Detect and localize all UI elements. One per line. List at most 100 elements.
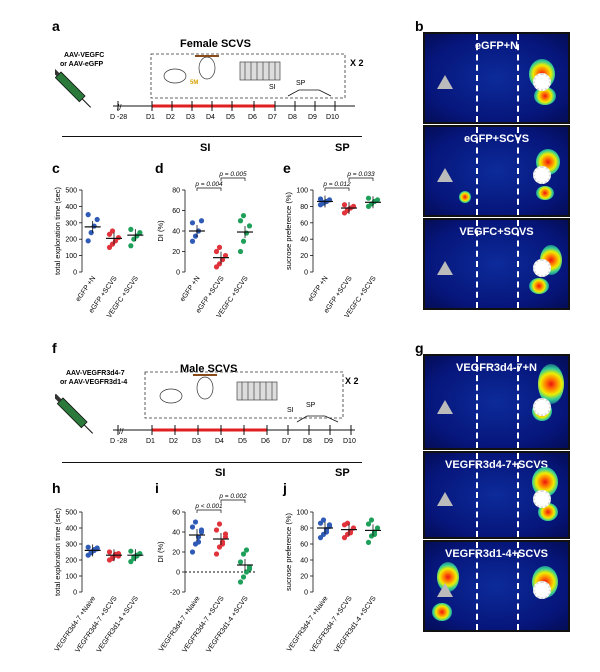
timeline-label-top-9: D9: [308, 114, 317, 121]
data-point: [109, 228, 116, 234]
si-section-top: SI: [200, 142, 211, 154]
y-tick-label: -20: [170, 590, 180, 597]
heat-spot: [529, 278, 550, 294]
sp-section-bottom: SP: [335, 467, 350, 479]
syringe-icon: [55, 67, 92, 108]
y-axis-label: total exploration time (sec): [53, 508, 62, 596]
p-value-label: p < 0.001: [194, 503, 223, 510]
data-point: [237, 218, 244, 224]
sp-label-top: SP: [296, 80, 306, 87]
category-label: VEGFR3d4-7 +Naive: [158, 595, 202, 653]
heat-divider: [476, 356, 479, 448]
heat-divider: [476, 127, 479, 215]
flower-object-icon: [533, 73, 552, 92]
panel-label-d: d: [155, 160, 164, 176]
timeline-label-bottom-10: D10: [343, 438, 356, 445]
panel-label-e: e: [283, 160, 291, 176]
schematic-graphic-bottom: //: [55, 371, 355, 436]
panel-label-i: i: [155, 480, 159, 496]
data-point: [240, 551, 247, 557]
svg-text://: //: [117, 103, 122, 112]
category-label: VEGFR3d1-4 +SCVS: [333, 595, 377, 654]
data-point: [240, 238, 247, 244]
data-point: [213, 527, 220, 533]
timeline-label-top-7: D7: [268, 114, 277, 121]
data-point: [189, 524, 196, 530]
y-tick-label: 80: [172, 188, 180, 195]
data-point: [320, 517, 327, 523]
p-value-label: p = 0.005: [218, 171, 247, 178]
timeline-label-bottom-3: D3: [192, 438, 201, 445]
timeline-label-bottom-1: D1: [146, 438, 155, 445]
heat-spot: [536, 186, 555, 200]
y-tick-label: 80: [300, 204, 308, 211]
timeline-label-top-2: D2: [166, 114, 175, 121]
y-tick-label: 0: [176, 270, 180, 277]
timeline-label-top-6: D6: [248, 114, 257, 121]
heatmap-label: VEGFR3d4-7+SCVS: [444, 459, 548, 471]
si-label-top: SI: [269, 84, 276, 91]
schematic-title-top: Female SCVS: [180, 38, 251, 50]
data-point: [374, 525, 381, 531]
flower-object-icon: [533, 166, 552, 185]
y-tick-label: 60: [172, 208, 180, 215]
data-point: [85, 212, 91, 218]
heat-divider: [516, 220, 519, 308]
category-label: eGFP +N: [179, 275, 202, 303]
y-axis-label: DI (%): [156, 541, 165, 563]
schematic-graphic-top: //: [55, 53, 355, 112]
data-point: [128, 243, 134, 249]
y-tick-label: 100: [296, 510, 308, 517]
heat-divider: [476, 34, 479, 122]
y-tick-label: 20: [300, 253, 308, 260]
y-axis-label: sucrose preference (%): [284, 513, 293, 591]
data-point: [222, 253, 229, 259]
heatmap-label: eGFP+SCVS: [463, 133, 530, 145]
data-point: [317, 196, 324, 202]
data-point: [213, 248, 220, 255]
significance-bracket: [220, 499, 246, 503]
timeline-label-bottom-5: D5: [238, 438, 247, 445]
timeline-label-top-3: D3: [186, 114, 195, 121]
y-tick-label: 500: [65, 188, 77, 195]
significance-bracket: [196, 509, 222, 513]
category-label: VEGFR3d4-7 +Naive: [54, 595, 98, 653]
mouse-pair-icon: [159, 374, 217, 404]
heat-divider: [516, 127, 519, 215]
timeline-label-top-4: D4: [206, 114, 215, 121]
data-point: [216, 521, 223, 527]
si-label-bottom: SI: [287, 407, 294, 414]
y-tick-label: 0: [73, 270, 77, 277]
y-tick-label: 200: [65, 558, 77, 565]
heatmap-bottom-2: VEGFR3d4-7+SCVS: [423, 451, 570, 539]
timeline-label-top-10: D10: [326, 114, 339, 121]
timeline-label-bottom-8: D8: [303, 438, 312, 445]
data-point: [246, 223, 253, 229]
y-tick-label: 400: [65, 526, 77, 533]
data-point: [115, 553, 122, 559]
category-label: VEGFR3d4-7 +Naive: [286, 595, 330, 653]
data-point: [198, 527, 205, 533]
panel-label-g: g: [415, 340, 424, 356]
category-label: eGFP +N: [75, 275, 98, 303]
data-point: [326, 522, 333, 528]
data-point: [240, 213, 247, 219]
cage-icon: [239, 61, 281, 81]
sp-section-top: SP: [335, 142, 350, 154]
schematic-title-bottom: Male SCVS: [180, 363, 238, 375]
cage-label-top: 5M: [190, 80, 199, 86]
data-point: [246, 566, 253, 572]
y-tick-label: 0: [73, 590, 77, 597]
si-section-rule-bottom: [62, 462, 362, 463]
heat-divider: [516, 34, 519, 122]
y-axis-label: sucrose preference (%): [284, 192, 293, 270]
y-tick-label: 40: [172, 530, 180, 537]
data-point: [368, 517, 375, 523]
panel-label-a: a: [52, 18, 60, 34]
data-point: [94, 216, 100, 223]
flower-object-icon: [533, 397, 552, 416]
y-tick-label: 20: [172, 249, 180, 256]
y-tick-label: 200: [65, 237, 77, 244]
data-point: [365, 521, 372, 527]
